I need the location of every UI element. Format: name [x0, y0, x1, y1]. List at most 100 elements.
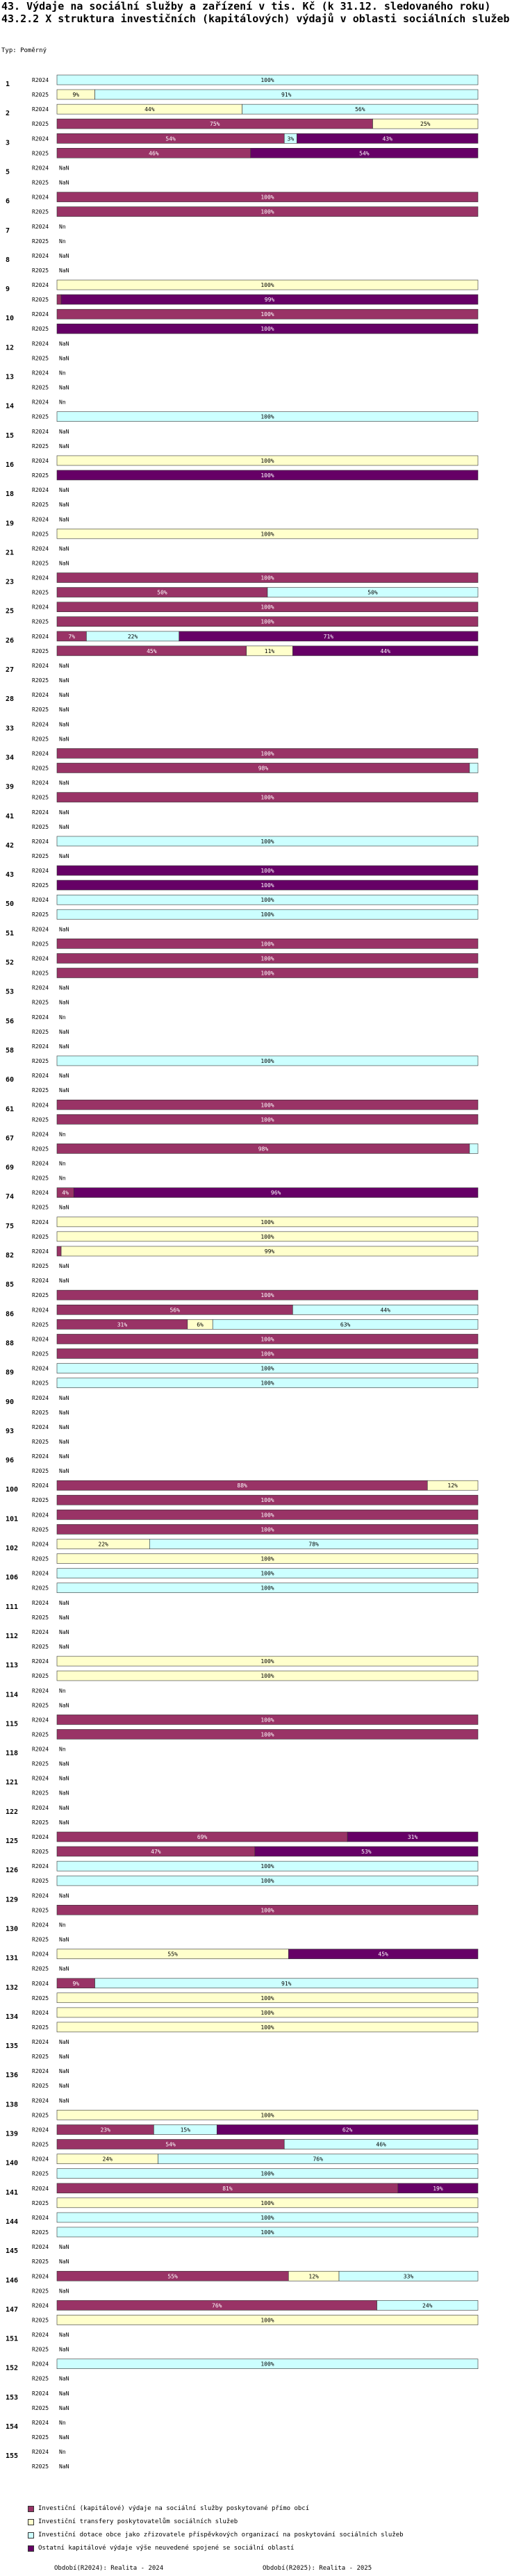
bar-value-label: 6% [197, 1321, 204, 1328]
row-label: R2024 [32, 1658, 49, 1665]
row-label: R2024 [32, 1453, 49, 1460]
bar-segment [56, 1524, 479, 1535]
bar-segment [283, 2139, 479, 2149]
group-label-26: 26 [6, 637, 14, 645]
missing-value-label: NaN [59, 1073, 69, 1079]
group-label-101: 101 [6, 1515, 18, 1523]
group-label-138: 138 [6, 2101, 18, 2108]
missing-value-label: NaN [59, 267, 69, 274]
missing-value-label: NaN [59, 692, 69, 698]
row-label: R2024 [32, 1307, 49, 1313]
bar-segment [56, 836, 479, 847]
missing-value-label: NaN [59, 1629, 69, 1635]
row-label: R2024 [32, 2302, 49, 2309]
bar-segment [292, 1305, 479, 1315]
group-label-100: 100 [6, 1486, 18, 1494]
bar-segment [56, 2315, 479, 2325]
missing-value-label: Nn [59, 1014, 66, 1021]
row-label: R2024 [32, 1571, 49, 1577]
missing-value-label: NaN [59, 824, 69, 830]
row-label: R2024 [32, 311, 49, 317]
bar-value-label: 100% [260, 282, 274, 288]
bar-value-label: 53% [361, 1849, 372, 1855]
bar-segment [56, 1494, 479, 1505]
bar-value-label: 4% [62, 1190, 69, 1196]
group-label-93: 93 [6, 1428, 14, 1435]
row-label: R2025 [32, 1966, 49, 1972]
group-label-102: 102 [6, 1545, 18, 1553]
row-label: R2025 [32, 2434, 49, 2441]
bar-value-label: 46% [376, 2142, 386, 2148]
bar-segment [250, 148, 479, 158]
row-label: R2024 [32, 1776, 49, 1782]
legend-item-3: Investiční dotace obce jako zřizovatele … [28, 2529, 404, 2542]
row-label: R2024 [32, 2010, 49, 2016]
bar-value-label: 100% [260, 458, 274, 464]
bar-segment [56, 1334, 479, 1344]
row-label: R2024 [32, 545, 49, 552]
bar-value-label: 100% [260, 472, 274, 479]
row-label: R2024 [32, 1981, 49, 1987]
bar-segment [56, 192, 479, 202]
missing-value-label: NaN [59, 1615, 69, 1621]
bar-value-label: 100% [260, 209, 274, 215]
group-label-61: 61 [6, 1105, 14, 1113]
group-label-6: 6 [6, 198, 10, 206]
missing-value-label: NaN [59, 663, 69, 669]
bar-value-label: 9% [72, 92, 79, 98]
missing-value-label: Nn [59, 399, 66, 406]
missing-value-label: NaN [59, 1761, 69, 1767]
row-label: R2024 [32, 1951, 49, 1958]
group-label-122: 122 [6, 1808, 18, 1816]
missing-value-label: NaN [59, 165, 69, 171]
missing-value-label: NaN [59, 926, 69, 932]
bar-segment [242, 104, 479, 115]
legend-label-2: Investiční transfery poskytovatelům soci… [38, 2518, 238, 2525]
row-label: R2025 [32, 1526, 49, 1533]
missing-value-label: NaN [59, 560, 69, 566]
group-label-9: 9 [6, 286, 10, 293]
bar-value-label: 44% [144, 106, 155, 113]
bar-value-label: 98% [258, 765, 269, 771]
bar-segment [254, 1846, 479, 1857]
group-label-111: 111 [6, 1603, 18, 1611]
missing-value-label: NaN [59, 985, 69, 991]
row-label: R2024 [32, 282, 49, 288]
row-label: R2024 [32, 721, 49, 727]
row-label: R2024 [32, 399, 49, 406]
row-label: R2024 [32, 1834, 49, 1840]
row-label: R2025 [32, 853, 49, 859]
missing-value-label: NaN [59, 2434, 69, 2441]
row-label: R2025 [32, 150, 49, 156]
missing-value-label: NaN [59, 1600, 69, 1606]
bar-value-label: 56% [169, 1307, 180, 1313]
bar-segment [267, 587, 479, 597]
missing-value-label: NaN [59, 1043, 69, 1050]
bar-value-label: 45% [147, 648, 157, 654]
row-label: R2024 [32, 2273, 49, 2279]
bar-value-label: 76% [313, 2156, 323, 2163]
bar-segment [56, 1363, 479, 1373]
missing-value-label: NaN [59, 2054, 69, 2060]
bar-value-label: 31% [117, 1321, 128, 1328]
legend-item-1: Investiční (kapitálové) výdaje na sociál… [28, 2502, 404, 2516]
row-label: R2025 [32, 1761, 49, 1767]
row-label: R2024 [32, 1278, 49, 1284]
group-label-8: 8 [6, 256, 10, 264]
missing-value-label: NaN [59, 1263, 69, 1269]
row-label: R2025 [32, 297, 49, 303]
row-label: R2024 [32, 2420, 49, 2426]
row-label: R2024 [32, 2361, 49, 2368]
bar-value-label: 100% [260, 911, 274, 918]
missing-value-label: Nn [59, 370, 66, 377]
row-label: R2025 [32, 971, 49, 977]
missing-value-label: NaN [59, 1936, 69, 1942]
row-label: R2025 [32, 1439, 49, 1445]
row-label: R2025 [32, 1351, 49, 1357]
row-label: R2025 [32, 1205, 49, 1211]
group-label-1: 1 [6, 81, 10, 88]
bar-segment [158, 2154, 479, 2164]
row-label: R2025 [32, 619, 49, 625]
group-label-96: 96 [6, 1457, 14, 1464]
missing-value-label: NaN [59, 677, 69, 684]
